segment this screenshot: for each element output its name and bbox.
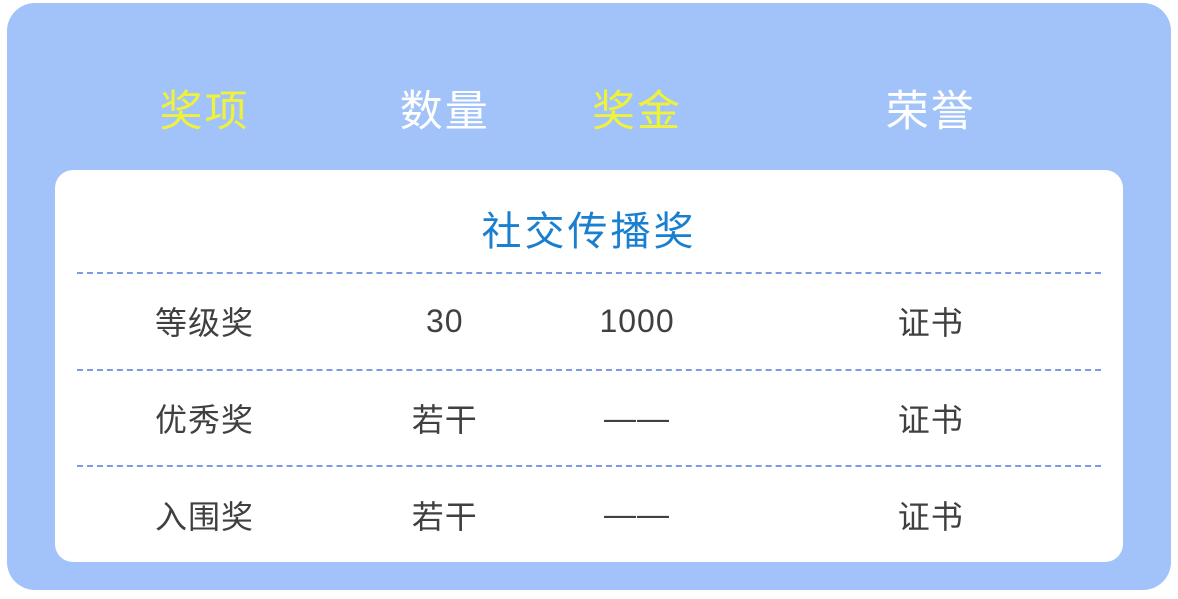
cell-award: 优秀奖 <box>155 402 255 438</box>
table-row: 优秀奖 若干 —— 证书 <box>55 371 1123 466</box>
dashed-divider <box>77 272 1101 274</box>
cell-prize: —— <box>604 496 671 533</box>
dashed-divider <box>77 465 1101 468</box>
card-title: 社交传播奖 <box>481 210 697 254</box>
column-header-award: 奖项 <box>159 87 250 136</box>
cell-honor: 证书 <box>897 402 964 438</box>
cell-honor: 证书 <box>897 305 964 342</box>
cell-prize: —— <box>604 399 671 436</box>
table-row: 等级奖 30 1000 证书 <box>55 274 1123 369</box>
table-header: 奖项 数量 奖金 荣誉 <box>55 3 1123 170</box>
awards-panel: 奖项 数量 奖金 荣誉 社交传播奖 等级奖 30 1000 证书 优秀奖 若干 … <box>7 3 1171 590</box>
cell-award: 等级奖 <box>155 305 255 342</box>
cell-prize: 1000 <box>599 302 675 339</box>
cell-quantity: 30 <box>426 302 464 339</box>
dashed-divider <box>77 368 1101 371</box>
cell-award: 入围奖 <box>155 498 255 535</box>
award-card: 社交传播奖 等级奖 30 1000 证书 优秀奖 若干 —— 证书 入围奖 若干… <box>55 170 1123 562</box>
table-row: 入围奖 若干 —— 证书 <box>55 467 1123 562</box>
cell-quantity: 若干 <box>411 402 478 438</box>
cell-honor: 证书 <box>897 498 964 535</box>
cell-quantity: 若干 <box>411 498 478 535</box>
column-header-honor: 荣誉 <box>885 87 976 136</box>
column-header-quantity: 数量 <box>399 87 490 136</box>
column-header-prize: 奖金 <box>592 87 683 136</box>
